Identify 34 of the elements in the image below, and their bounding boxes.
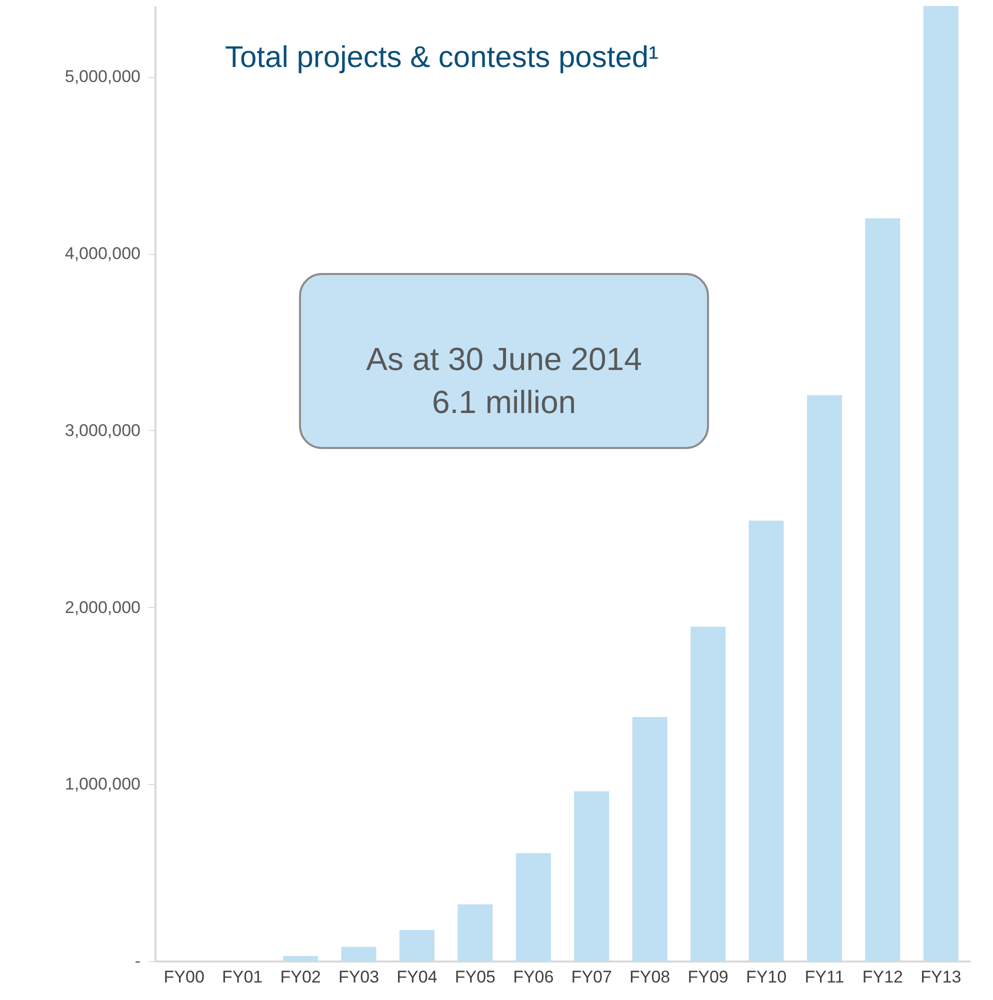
bar xyxy=(806,395,842,961)
x-tick-label: FY01 xyxy=(222,968,263,986)
text: Total projects & contests posted¹ xyxy=(225,41,659,74)
x-tick-label: FY00 xyxy=(164,968,204,986)
bar xyxy=(632,716,668,961)
x-tick-label: FY13 xyxy=(920,968,962,986)
bar xyxy=(399,930,434,961)
y-tick-label: 2,000,000 xyxy=(64,598,140,617)
x-tick-label: FY05 xyxy=(454,968,496,986)
x-tick-label: FY02 xyxy=(280,968,321,986)
bar xyxy=(923,6,958,961)
bar xyxy=(458,904,493,961)
y-tick-label: 5,000,000 xyxy=(64,67,140,86)
y-tick-label: 1,000,000 xyxy=(64,774,140,794)
bar xyxy=(748,520,784,961)
bar xyxy=(690,626,726,961)
x-tick-label: FY08 xyxy=(630,968,670,986)
y-tick-label: 3,000,000 xyxy=(64,420,140,440)
bar xyxy=(574,791,610,961)
bar xyxy=(865,218,900,961)
bar xyxy=(516,853,551,961)
bar xyxy=(341,946,376,961)
annotation: As at 30 June 2014 6.1 million xyxy=(366,341,642,420)
x-tick-label: FY11 xyxy=(804,968,844,986)
x-tick-label: FY04 xyxy=(396,968,438,986)
bar xyxy=(283,956,318,961)
x-tick-label: FY07 xyxy=(571,968,612,986)
x-tick-label: FY12 xyxy=(862,968,903,986)
x-tick-label: FY06 xyxy=(513,968,554,986)
x-tick-label: FY09 xyxy=(688,968,728,986)
y-tick-label: 4,000,000 xyxy=(64,244,140,264)
x-tick-label: FY10 xyxy=(746,968,787,986)
x-tick-label: FY03 xyxy=(338,968,380,986)
y-tick-label: - xyxy=(134,952,140,970)
